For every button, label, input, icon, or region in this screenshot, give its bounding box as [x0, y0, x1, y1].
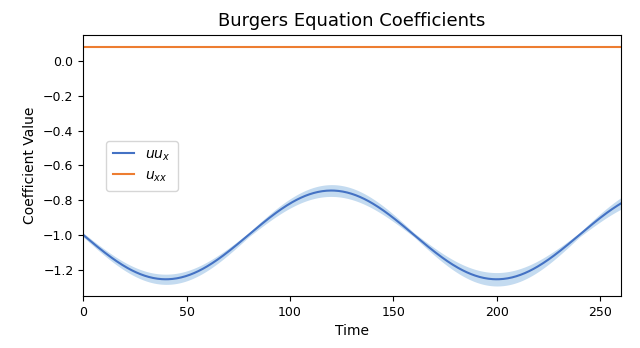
Title: Burgers Equation Coefficients: Burgers Equation Coefficients: [218, 13, 486, 31]
$uu_x$: [493, 277, 500, 281]
$uu_x$: [606, 208, 614, 213]
$u_{xx}$: [79, 45, 87, 49]
Legend: $uu_x$, $u_{xx}$: $uu_x$, $u_{xx}$: [106, 141, 177, 191]
$uu_x$: [336, 189, 344, 193]
X-axis label: Time: Time: [335, 324, 369, 338]
$uu_x$: [522, 270, 530, 275]
$uu_x$: [617, 201, 625, 206]
$uu_x$: [339, 190, 347, 194]
$uu_x$: [371, 203, 379, 207]
Line: $uu_x$: $uu_x$: [83, 191, 621, 279]
$uu_x$: [79, 233, 87, 237]
$uu_x$: [327, 189, 335, 193]
$uu_x$: [401, 224, 408, 229]
$u_{xx}$: [81, 45, 89, 49]
Y-axis label: Coefficient Value: Coefficient Value: [24, 106, 37, 224]
